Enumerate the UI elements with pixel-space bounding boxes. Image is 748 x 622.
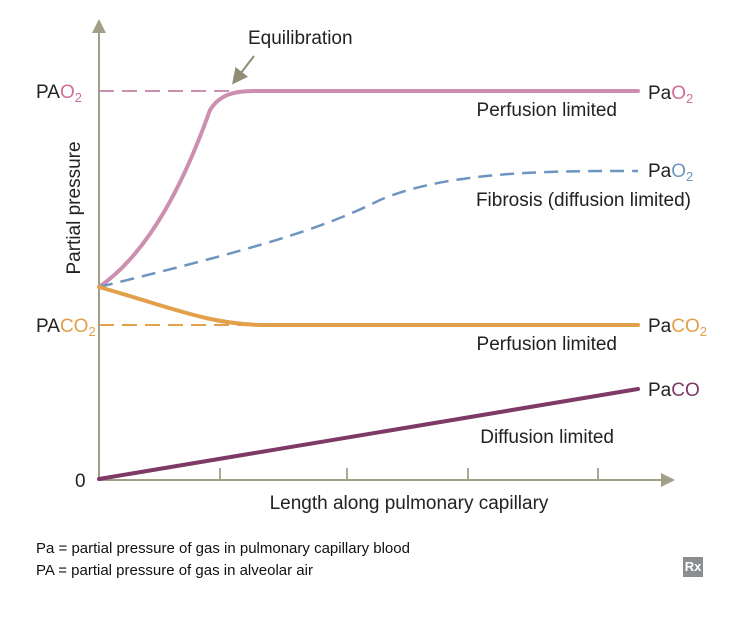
left-label-paco2: PACO2 [36,316,96,339]
x-axis-label: Length along pulmonary capillary [270,493,549,514]
right-label-co2: PaCO2 [648,316,707,339]
right-label-co: PaCO [648,380,700,401]
o2-fibrosis-curve [98,169,639,289]
equilibration-label: Equilibration [248,28,353,49]
co-diffusion-limited-line [97,387,640,481]
curve-label-co2-perfusion: Perfusion limited [477,334,617,355]
curve-label-o2-perfusion: Perfusion limited [477,100,617,121]
right-label-o2-perfusion: PaO2 [648,83,693,106]
legend-line-pa-capillary: Pa = partial pressure of gas in pulmonar… [36,540,410,557]
right-label-o2-fibrosis: PaO2 [648,161,693,184]
rx-badge-icon: Rx [683,557,703,577]
left-label-zero: 0 [75,471,86,492]
y-axis-label: Partial pressure [64,141,85,274]
equilibration-arrow [232,55,255,85]
legend-line-pa-alveolar: PA = partial pressure of gas in alveolar… [36,562,313,579]
co2-perfusion-limited-curve [97,285,640,327]
curve-label-co-diffusion: Diffusion limited [480,427,614,448]
o2-perfusion-limited-curve [97,89,640,289]
left-label-pao2: PAO2 [36,82,82,105]
curve-label-fibrosis: Fibrosis (diffusion limited) [476,190,691,211]
